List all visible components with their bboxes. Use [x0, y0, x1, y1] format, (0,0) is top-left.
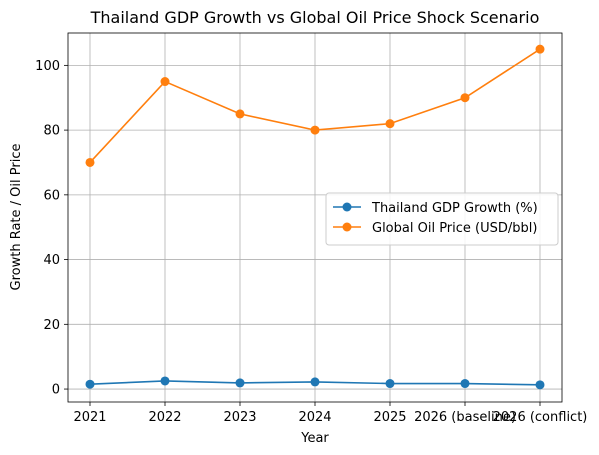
y-tick-label: 40	[43, 253, 60, 268]
y-tick-label: 60	[43, 188, 60, 203]
x-tick-label: 2022	[148, 410, 181, 425]
data-point-series-0	[460, 379, 470, 389]
data-point-series-0	[235, 378, 245, 388]
data-point-series-1	[310, 125, 320, 135]
x-tick-label: 2023	[223, 410, 256, 425]
data-point-series-1	[535, 44, 545, 54]
data-point-series-1	[235, 109, 245, 119]
data-point-series-0	[310, 377, 320, 387]
y-tick-label: 0	[52, 383, 60, 398]
series-layer	[85, 44, 545, 390]
y-tick-label: 80	[43, 124, 60, 139]
legend-marker-gdp	[342, 202, 352, 212]
axis-ticks: 2021 2022 2023 2024 2025 2026 (baseline)2026 …	[35, 59, 587, 425]
legend-marker-oil	[342, 222, 352, 232]
y-tick-label: 20	[43, 318, 60, 333]
y-tick-label: 100	[35, 59, 60, 74]
legend-label-oil: Global Oil Price (USD/bbl)	[372, 221, 537, 236]
data-point-series-1	[160, 77, 170, 87]
data-point-series-0	[535, 380, 545, 390]
y-axis-label: Growth Rate / Oil Price	[9, 144, 24, 291]
chart-title: Thailand GDP Growth vs Global Oil Price …	[90, 8, 540, 27]
x-axis-label: Year	[300, 431, 329, 446]
legend: Thailand GDP Growth (%) Global Oil Price…	[325, 192, 559, 246]
legend-box	[325, 192, 559, 246]
x-tick-label: 2021	[73, 410, 106, 425]
x-tick-label: 2025	[373, 410, 406, 425]
data-point-series-0	[160, 376, 170, 386]
x-tick-label: 2026 (baseline)	[414, 410, 516, 425]
x-tick-label: 2026 (conflict)	[493, 410, 588, 425]
data-point-series-0	[385, 379, 395, 389]
data-point-series-1	[460, 93, 470, 103]
data-point-series-1	[85, 157, 95, 167]
x-tick-label: 2024	[298, 410, 331, 425]
data-point-series-0	[85, 379, 95, 389]
legend-label-gdp: Thailand GDP Growth (%)	[371, 201, 538, 216]
data-point-series-1	[385, 119, 395, 129]
